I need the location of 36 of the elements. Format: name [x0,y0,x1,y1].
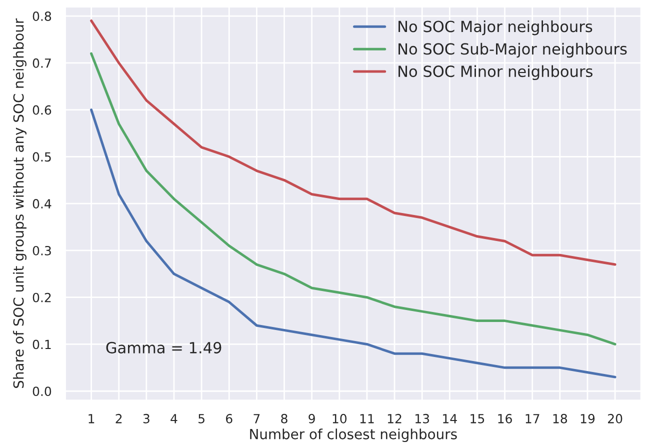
x-tick-label: 11 [360,414,374,424]
x-tick-label: 2 [116,414,122,424]
x-tick-label: 8 [281,414,288,424]
x-tick-label: 18 [553,414,568,424]
x-tick-label: 17 [526,414,540,424]
legend-label: No SOC Minor neighbours [398,65,592,80]
y-tick-label: 0.4 [32,199,52,209]
x-axis-title: Number of closest neighbours [250,428,457,442]
y-tick-label: 0.6 [32,105,52,115]
x-tick-label: 12 [388,414,402,424]
y-axis-title: Share of SOC unit groups without any SOC neighbour [13,18,26,388]
y-tick-label: 0.2 [32,292,51,302]
y-tick-label: 0.5 [32,152,51,162]
y-tick-label: 0.7 [32,58,51,68]
x-tick-label: 10 [332,414,347,424]
x-tick-label: 1 [88,414,94,424]
x-tick-label: 5 [198,414,204,424]
x-tick-label: 3 [143,414,150,424]
legend-label: No SOC Sub-Major neighbours [398,42,627,58]
y-tick-label: 0.0 [32,386,52,396]
x-tick-label: 15 [470,414,484,424]
x-tick-label: 7 [254,414,260,424]
x-tick-label: 14 [443,414,457,424]
y-tick-label: 0.1 [32,340,51,350]
x-tick-label: 13 [416,414,430,424]
annotation: Gamma = 1.49 [106,342,222,354]
x-tick-label: 19 [580,414,595,424]
x-tick-label: 20 [608,414,622,424]
x-tick-label: 4 [170,414,178,424]
x-tick-label: 9 [308,414,315,424]
x-tick-label: 6 [226,414,232,424]
y-tick-label: 0.3 [32,246,51,256]
x-tick-label: 16 [498,414,512,424]
line-series [90,108,616,378]
y-tick-label: 0.8 [32,12,52,21]
legend-label: No SOC Major neighbours [398,20,592,36]
